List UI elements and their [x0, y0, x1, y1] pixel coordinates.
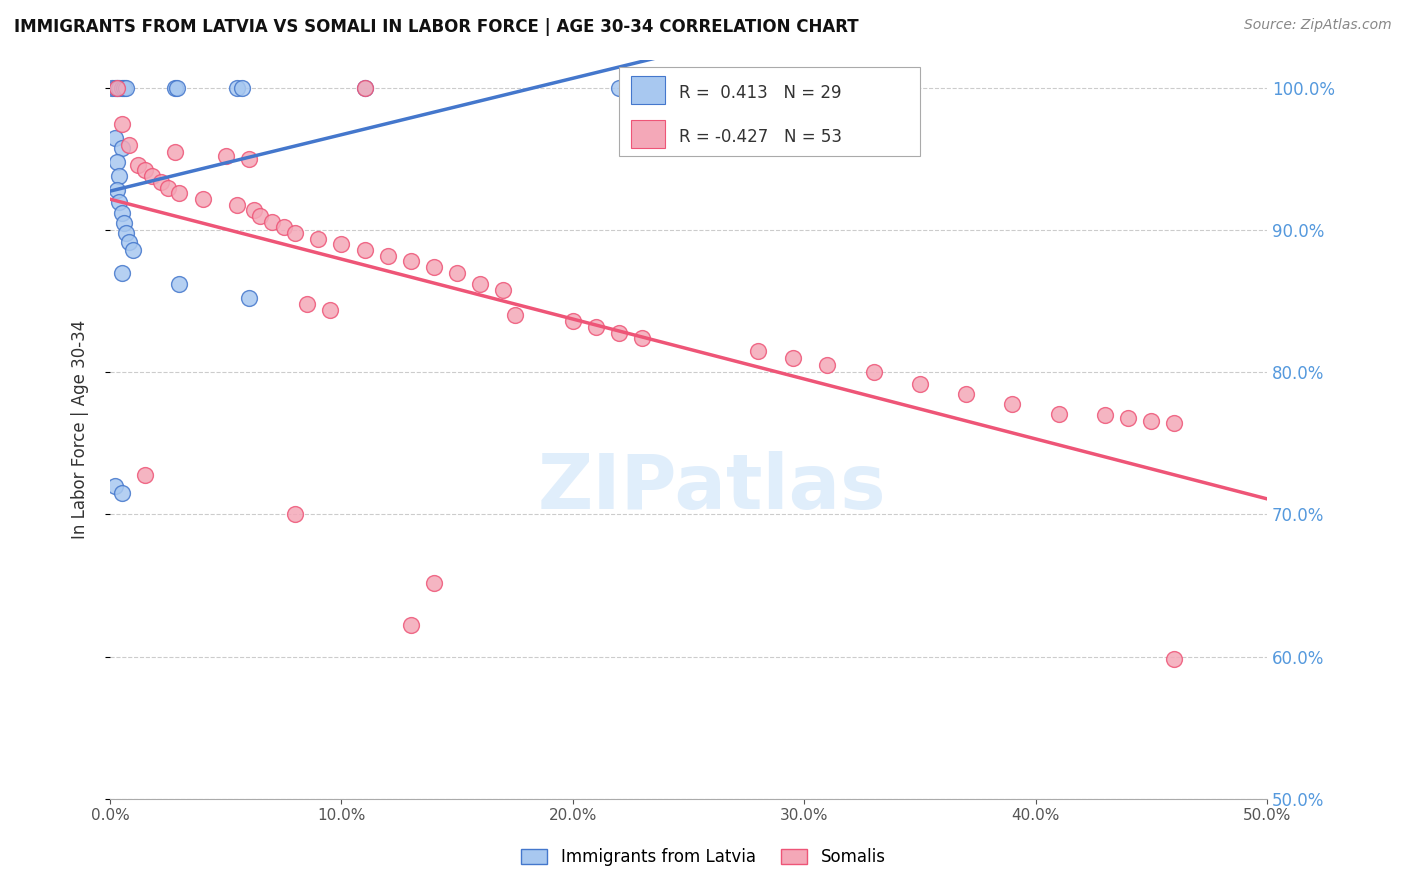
- Point: [105, 183, 128, 197]
- Point: [815, 358, 838, 372]
- Point: [353, 81, 375, 95]
- Point: [249, 209, 271, 223]
- Point: [423, 575, 446, 590]
- Point: [163, 81, 186, 95]
- Point: [607, 326, 630, 340]
- Point: [330, 237, 353, 252]
- Legend: Immigrants from Latvia, Somalis: Immigrants from Latvia, Somalis: [512, 840, 894, 875]
- Y-axis label: In Labor Force | Age 30-34: In Labor Force | Age 30-34: [72, 319, 89, 539]
- Point: [111, 141, 134, 155]
- Point: [127, 158, 149, 172]
- Point: [122, 243, 145, 257]
- Point: [104, 81, 127, 95]
- Point: [169, 277, 191, 292]
- Point: [117, 137, 139, 152]
- Point: [163, 145, 186, 159]
- Point: [191, 192, 214, 206]
- Point: [1163, 417, 1185, 431]
- Text: ZIPatlas: ZIPatlas: [537, 451, 886, 525]
- Point: [492, 283, 515, 297]
- Point: [112, 81, 135, 95]
- FancyBboxPatch shape: [619, 67, 920, 156]
- Point: [169, 186, 191, 201]
- Point: [141, 169, 163, 183]
- Point: [446, 266, 468, 280]
- Point: [149, 175, 172, 189]
- Point: [1163, 652, 1185, 666]
- Point: [104, 479, 127, 493]
- Point: [862, 365, 884, 379]
- Point: [105, 81, 128, 95]
- Bar: [631, 120, 665, 148]
- Point: [166, 81, 188, 95]
- Point: [273, 220, 295, 235]
- Point: [295, 297, 318, 311]
- Text: Source: ZipAtlas.com: Source: ZipAtlas.com: [1244, 18, 1392, 32]
- Point: [111, 206, 134, 220]
- Point: [307, 232, 329, 246]
- Point: [1116, 410, 1139, 425]
- Point: [319, 302, 342, 317]
- Point: [747, 343, 769, 358]
- Point: [226, 197, 249, 211]
- Point: [108, 194, 131, 209]
- Point: [585, 319, 607, 334]
- Point: [104, 130, 127, 145]
- Point: [111, 486, 134, 500]
- Point: [156, 180, 179, 194]
- Point: [111, 266, 134, 280]
- Point: [1094, 408, 1116, 422]
- Point: [238, 152, 260, 166]
- Point: [105, 81, 128, 95]
- Point: [108, 169, 131, 183]
- Text: R =  0.413   N = 29: R = 0.413 N = 29: [679, 84, 842, 102]
- Text: IMMIGRANTS FROM LATVIA VS SOMALI IN LABOR FORCE | AGE 30-34 CORRELATION CHART: IMMIGRANTS FROM LATVIA VS SOMALI IN LABO…: [14, 18, 859, 36]
- Point: [242, 203, 264, 218]
- Text: R = -0.427   N = 53: R = -0.427 N = 53: [679, 128, 842, 146]
- Point: [260, 214, 283, 228]
- Point: [1047, 407, 1070, 421]
- Point: [503, 309, 526, 323]
- Point: [284, 508, 307, 522]
- Point: [561, 314, 583, 328]
- Point: [955, 386, 977, 401]
- Point: [399, 618, 422, 632]
- Point: [782, 351, 804, 365]
- Point: [105, 155, 128, 169]
- Point: [134, 163, 156, 178]
- Point: [631, 331, 654, 345]
- Point: [238, 292, 260, 306]
- Point: [115, 81, 138, 95]
- Point: [108, 81, 131, 95]
- Point: [423, 260, 446, 274]
- Point: [908, 376, 931, 391]
- Point: [226, 81, 249, 95]
- Point: [607, 81, 630, 95]
- Point: [470, 277, 492, 292]
- Point: [111, 117, 134, 131]
- Point: [399, 254, 422, 268]
- Point: [353, 243, 375, 257]
- Point: [1001, 396, 1024, 410]
- Point: [115, 226, 138, 240]
- Point: [1140, 414, 1163, 428]
- Point: [231, 81, 253, 95]
- Point: [215, 149, 238, 163]
- Point: [284, 226, 307, 240]
- Point: [134, 467, 156, 482]
- Point: [112, 216, 135, 230]
- Point: [117, 235, 139, 249]
- Point: [353, 81, 375, 95]
- Bar: [631, 76, 665, 104]
- Point: [377, 249, 399, 263]
- Point: [101, 81, 124, 95]
- Point: [111, 81, 134, 95]
